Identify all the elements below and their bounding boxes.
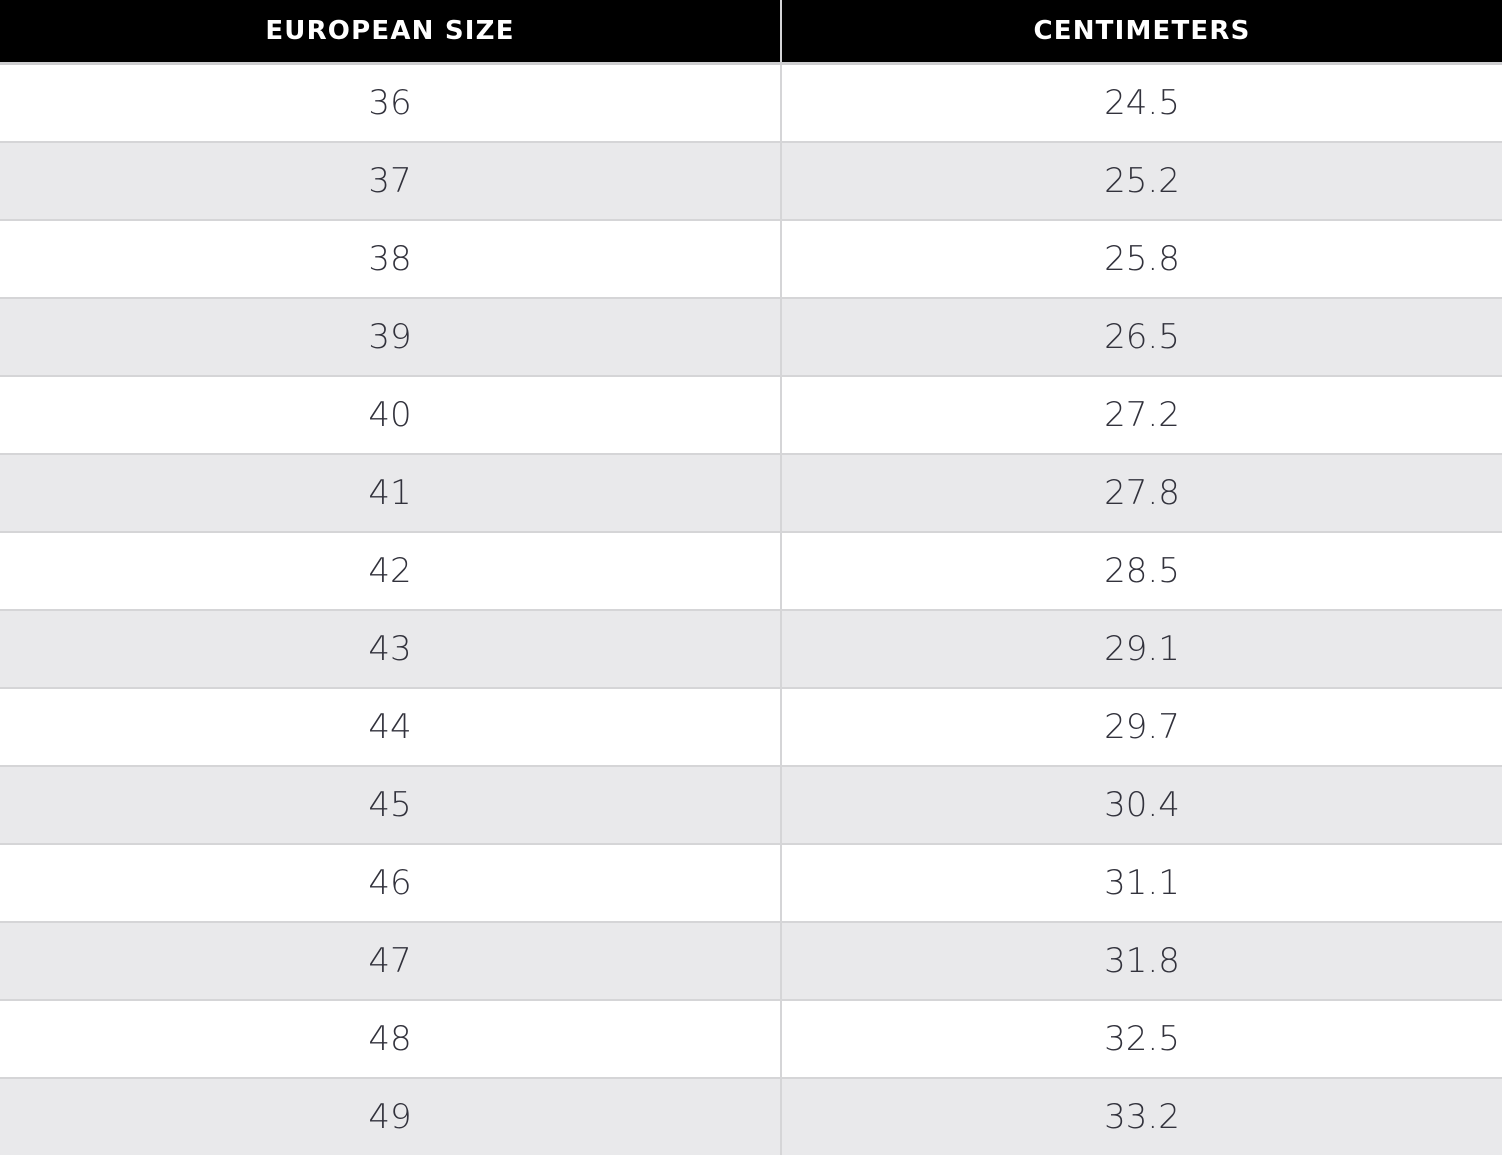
table-row: 38 25.8 [0,220,1502,298]
table-row: 43 29.1 [0,610,1502,688]
table-row: 46 31.1 [0,844,1502,922]
table-row: 40 27.2 [0,376,1502,454]
table-row: 47 31.8 [0,922,1502,1000]
size-cell: 38 [0,220,781,298]
table-body: 36 24.5 37 25.2 38 25.8 39 26.5 40 27.2 … [0,64,1502,1155]
size-cell: 45 [0,766,781,844]
size-cell: 49 [0,1078,781,1155]
size-cell: 43 [0,610,781,688]
table-row: 41 27.8 [0,454,1502,532]
column-header-european-size: EUROPEAN SIZE [0,0,781,64]
size-cell: 36 [0,64,781,143]
cm-cell: 31.1 [781,844,1502,922]
table-row: 48 32.5 [0,1000,1502,1078]
size-cell: 39 [0,298,781,376]
cm-cell: 28.5 [781,532,1502,610]
size-cell: 42 [0,532,781,610]
size-cell: 46 [0,844,781,922]
cm-cell: 25.8 [781,220,1502,298]
size-cell: 40 [0,376,781,454]
cm-cell: 27.2 [781,376,1502,454]
table-row: 45 30.4 [0,766,1502,844]
column-header-centimeters: CENTIMETERS [781,0,1502,64]
cm-cell: 24.5 [781,64,1502,143]
table-row: 42 28.5 [0,532,1502,610]
size-cell: 37 [0,142,781,220]
cm-cell: 29.7 [781,688,1502,766]
table-row: 36 24.5 [0,64,1502,143]
cm-cell: 32.5 [781,1000,1502,1078]
cm-cell: 29.1 [781,610,1502,688]
cm-cell: 30.4 [781,766,1502,844]
size-cell: 47 [0,922,781,1000]
table-row: 39 26.5 [0,298,1502,376]
size-cell: 44 [0,688,781,766]
table-row: 49 33.2 [0,1078,1502,1155]
table-row: 44 29.7 [0,688,1502,766]
cm-cell: 26.5 [781,298,1502,376]
cm-cell: 27.8 [781,454,1502,532]
table-header-row: EUROPEAN SIZE CENTIMETERS [0,0,1502,64]
cm-cell: 25.2 [781,142,1502,220]
size-cell: 48 [0,1000,781,1078]
cm-cell: 33.2 [781,1078,1502,1155]
size-cell: 41 [0,454,781,532]
cm-cell: 31.8 [781,922,1502,1000]
table-row: 37 25.2 [0,142,1502,220]
